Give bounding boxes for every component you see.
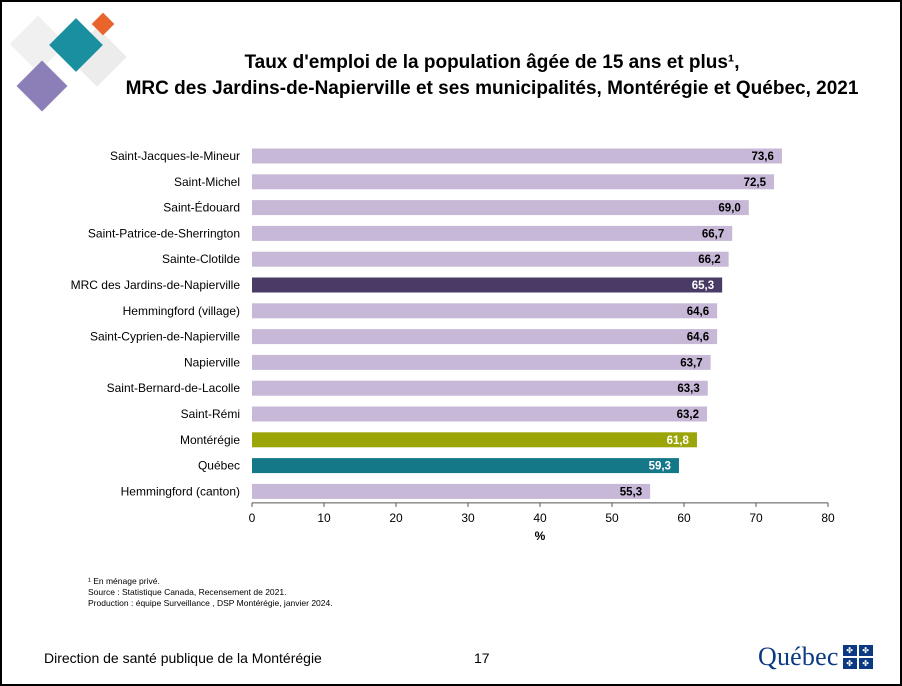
x-tick-label: 70 (749, 511, 763, 525)
production-text: Production : équipe Surveillance , DSP M… (88, 598, 333, 608)
category-label: Sainte-Clotilde (162, 252, 240, 266)
data-label: 64,6 (687, 332, 709, 344)
footer-organization: Direction de santé publique de la Montér… (44, 650, 322, 666)
deco-square-purple (16, 60, 68, 112)
category-label: Hemmingford (village) (123, 304, 240, 318)
category-label: Saint-Jacques-le-Mineur (110, 149, 240, 163)
category-label: Saint-Rémi (181, 407, 240, 421)
bar (252, 329, 718, 345)
corner-decoration (9, 12, 127, 112)
x-tick-label: 0 (249, 511, 256, 525)
x-axis-label: % (535, 529, 546, 543)
chart-title: Taux d'emploi de la population âgée de 1… (102, 50, 882, 102)
category-label: Saint-Bernard-de-Lacolle (107, 381, 241, 395)
footnote-text: ¹ En ménage privé. (88, 576, 160, 586)
data-label: 72,5 (744, 177, 767, 189)
x-tick-label: 80 (821, 511, 835, 525)
data-label: 73,6 (752, 151, 774, 163)
bar (252, 483, 651, 499)
deco-square-teal (49, 18, 103, 72)
deco-square-orange (91, 12, 115, 36)
category-label: Hemmingford (canton) (121, 484, 240, 498)
bar (252, 251, 729, 267)
data-label: 64,6 (687, 306, 709, 318)
category-label: Saint-Michel (174, 175, 240, 189)
category-label: MRC des Jardins-de-Napierville (71, 278, 241, 292)
bar (252, 200, 749, 216)
data-label: 63,3 (677, 383, 699, 395)
x-tick-label: 60 (677, 511, 691, 525)
data-label: 65,3 (692, 280, 714, 292)
chart-title-line1: Taux d'emploi de la population âgée de 1… (244, 52, 740, 73)
data-label: 69,0 (718, 203, 740, 215)
x-tick-label: 40 (533, 511, 547, 525)
x-tick-label: 10 (317, 511, 331, 525)
page-number: 17 (474, 650, 490, 666)
category-label: Saint-Cyprien-de-Napierville (90, 330, 240, 344)
bar (252, 148, 782, 164)
bar-chart: Saint-Jacques-le-Mineur 73,6 Saint-Michel 7… (71, 148, 835, 543)
bar (252, 174, 774, 190)
data-label: 63,2 (677, 409, 699, 421)
category-label: Montérégie (180, 433, 240, 447)
x-tick-label: 30 (461, 511, 475, 525)
category-label: Saint-Édouard (163, 200, 240, 215)
bar (252, 432, 697, 448)
data-label: 66,2 (698, 254, 720, 266)
data-label: 63,7 (680, 357, 702, 369)
data-label: 59,3 (649, 461, 671, 473)
bar (252, 406, 708, 422)
bar (252, 277, 723, 293)
quebec-logo-text: Québec (758, 642, 839, 671)
data-label: 61,8 (667, 435, 690, 447)
category-label: Saint-Patrice-de-Sherrington (88, 226, 240, 240)
x-tick-label: 50 (605, 511, 619, 525)
deco-square-grey-2 (9, 15, 67, 73)
category-label: Québec (198, 459, 240, 473)
x-tick-label: 20 (389, 511, 403, 525)
data-label: 55,3 (620, 486, 642, 498)
data-label: 66,7 (702, 228, 724, 240)
source-text: Source : Statistique Canada, Recensement… (88, 587, 287, 597)
category-label: Napierville (184, 355, 240, 369)
bar (252, 380, 708, 396)
chart-notes: ¹ En ménage privé. Source : Statistique … (88, 576, 333, 609)
chart-title-line2: MRC des Jardins-de-Napierville et ses mu… (125, 78, 859, 99)
bar (252, 225, 733, 241)
bar (252, 303, 718, 319)
bar (252, 354, 711, 370)
fleur-de-lis-flag-icon: ✤ ✤ ✤ ✤ (842, 645, 873, 669)
quebec-logo: Québec ✤ ✤ ✤ ✤ (758, 642, 873, 672)
bar (252, 458, 679, 474)
